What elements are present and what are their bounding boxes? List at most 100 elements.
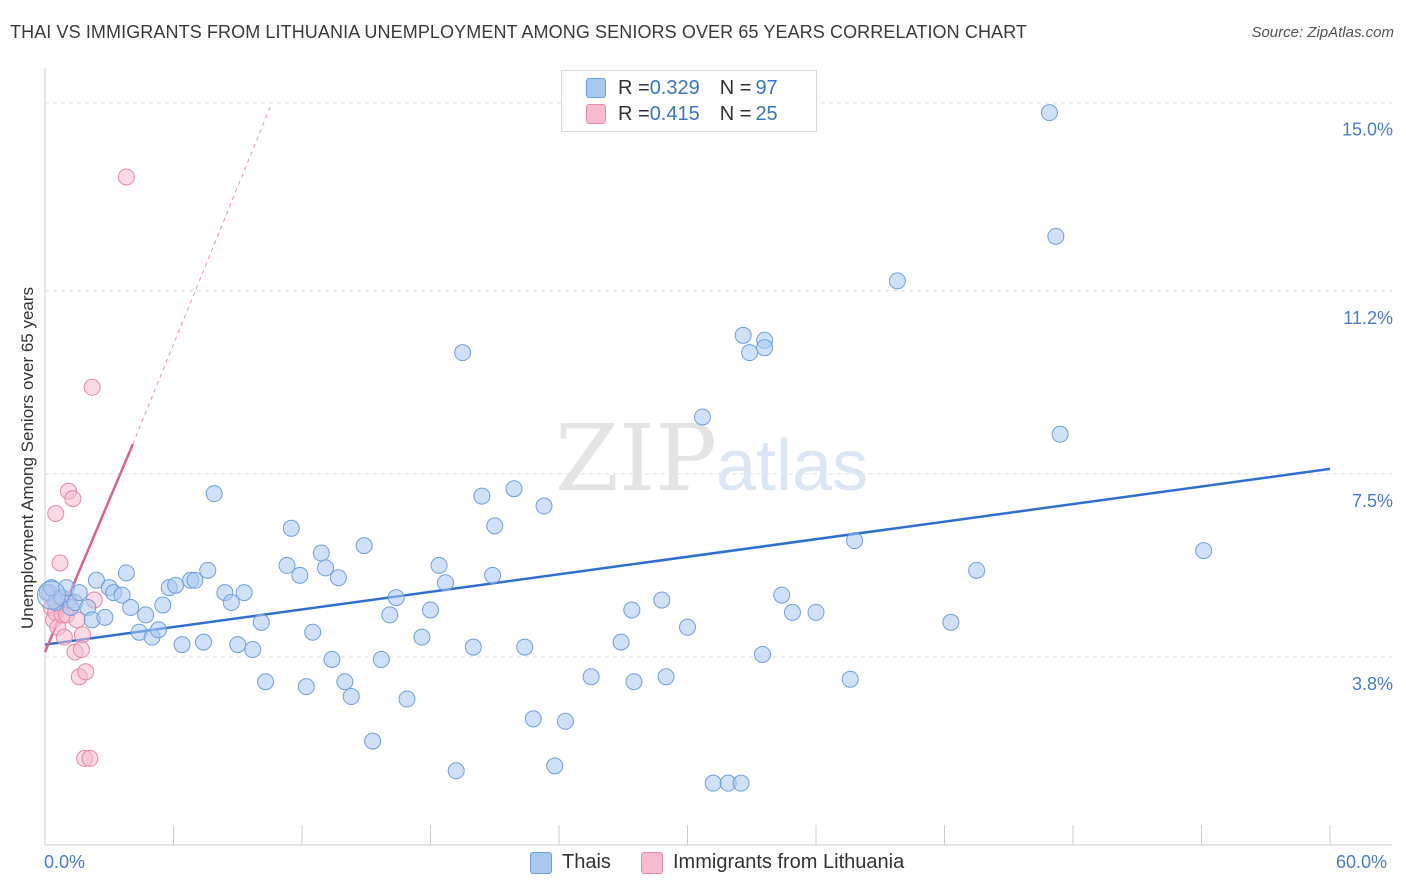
thais-points xyxy=(36,104,1213,792)
legend-r-value: 0.415 xyxy=(649,102,700,125)
legend-n-label: N = xyxy=(719,102,752,125)
y-tick-label: 3.8% xyxy=(1352,674,1393,694)
data-point-lithuania xyxy=(47,504,65,522)
data-point-thais xyxy=(291,566,309,584)
legend-r-label: R = xyxy=(618,102,650,125)
data-point-thais xyxy=(1040,104,1058,122)
data-point-thais xyxy=(329,569,347,587)
data-point-thais xyxy=(732,774,750,792)
legend-n-value: 97 xyxy=(755,76,778,99)
data-point-thais xyxy=(1195,542,1213,560)
y-axis-label: Unemployment Among Seniors over 65 years xyxy=(18,287,37,629)
data-point-thais xyxy=(741,344,759,362)
data-point-thais xyxy=(199,561,217,579)
data-point-thais xyxy=(372,650,390,668)
data-point-thais xyxy=(783,603,801,621)
data-point-thais xyxy=(1047,227,1065,245)
data-point-thais xyxy=(582,668,600,686)
data-point-thais xyxy=(473,487,491,505)
data-point-thais xyxy=(546,757,564,775)
data-point-thais xyxy=(229,636,247,654)
data-point-thais xyxy=(942,613,960,631)
legend-swatch-lithuania xyxy=(586,104,606,124)
data-point-thais xyxy=(205,485,223,503)
data-point-thais xyxy=(556,712,574,730)
data-point-thais xyxy=(282,519,300,537)
data-point-thais xyxy=(96,608,114,626)
watermark-zip: ZIP xyxy=(555,405,717,512)
data-point-thais xyxy=(484,566,502,584)
data-point-thais xyxy=(524,710,542,728)
y-tick-label: 11.2% xyxy=(1343,308,1393,328)
data-point-lithuania xyxy=(83,378,101,396)
data-point-lithuania xyxy=(81,749,99,767)
data-point-lithuania xyxy=(117,168,135,186)
x-tick-label-min: 0.0% xyxy=(44,852,86,872)
y-tick-labels: 3.8% 7.5% 11.2% 15.0% xyxy=(1342,120,1393,694)
watermark-atlas: atlas xyxy=(716,426,868,506)
data-point-thais xyxy=(278,556,296,574)
data-point-thais xyxy=(342,688,360,706)
data-point-thais xyxy=(194,633,212,651)
data-point-lithuania xyxy=(77,663,95,681)
data-point-thais xyxy=(888,272,906,290)
data-point-thais xyxy=(323,650,341,668)
data-point-thais xyxy=(753,645,771,663)
data-point-lithuania xyxy=(64,490,82,508)
data-point-thais xyxy=(1051,425,1069,443)
chart-title: THAI VS IMMIGRANTS FROM LITHUANIA UNEMPL… xyxy=(10,22,1028,42)
data-point-thais xyxy=(87,571,105,589)
trend-extension-lithuania xyxy=(132,107,271,445)
data-point-thais xyxy=(612,633,630,651)
data-point-thais xyxy=(122,598,140,616)
y-tick-label: 15.0% xyxy=(1342,120,1393,140)
series-legend: Thais Immigrants from Lithuania xyxy=(0,851,1406,877)
data-point-thais xyxy=(436,574,454,592)
series-legend-thais: Thais xyxy=(530,851,611,874)
legend-swatch-thais xyxy=(586,78,606,98)
data-point-thais xyxy=(364,732,382,750)
data-point-thais xyxy=(413,628,431,646)
y-tick-label: 7.5% xyxy=(1352,491,1393,511)
data-point-thais xyxy=(355,537,373,555)
data-point-lithuania xyxy=(55,628,73,646)
data-point-thais xyxy=(113,586,131,604)
data-point-thais xyxy=(486,517,504,535)
data-point-thais xyxy=(304,623,322,641)
data-point-thais xyxy=(653,591,671,609)
data-point-thais xyxy=(252,613,270,631)
data-point-thais xyxy=(137,606,155,624)
legend-r-label: R = xyxy=(618,76,650,99)
series-legend-lithuania: Immigrants from Lithuania xyxy=(641,851,904,874)
data-point-thais xyxy=(807,603,825,621)
data-point-thais xyxy=(244,641,262,659)
data-point-thais xyxy=(968,561,986,579)
series-legend-thais-label: Thais xyxy=(562,851,611,873)
data-point-thais xyxy=(398,690,416,708)
data-point-thais xyxy=(704,774,722,792)
data-point-thais xyxy=(150,621,168,639)
data-point-thais xyxy=(535,497,553,515)
data-point-thais xyxy=(336,673,354,691)
data-point-thais xyxy=(623,601,641,619)
data-point-lithuania xyxy=(51,554,69,572)
swatch-lithuania xyxy=(641,851,663,874)
data-point-thais xyxy=(447,762,465,780)
data-point-thais xyxy=(657,668,675,686)
data-point-thais xyxy=(167,576,185,594)
x-tick-label-max: 60.0% xyxy=(1336,852,1388,872)
correlation-legend: R = 0.329 N = 97 R = 0.415 N = 25 xyxy=(561,70,817,132)
data-point-thais xyxy=(734,326,752,344)
data-point-thais xyxy=(679,618,696,636)
data-point-thais xyxy=(693,408,711,426)
data-point-thais xyxy=(297,678,315,696)
data-point-thais xyxy=(841,670,859,688)
lithuania-points xyxy=(40,168,135,767)
data-point-thais xyxy=(625,673,643,691)
data-point-thais xyxy=(186,571,204,589)
legend-row-lithuania: R = 0.415 N = 25 xyxy=(586,102,778,126)
data-point-thais xyxy=(70,584,88,602)
series-legend-lithuania-label: Immigrants from Lithuania xyxy=(673,851,905,873)
source-label: Source: ZipAtlas.com xyxy=(1251,24,1394,41)
